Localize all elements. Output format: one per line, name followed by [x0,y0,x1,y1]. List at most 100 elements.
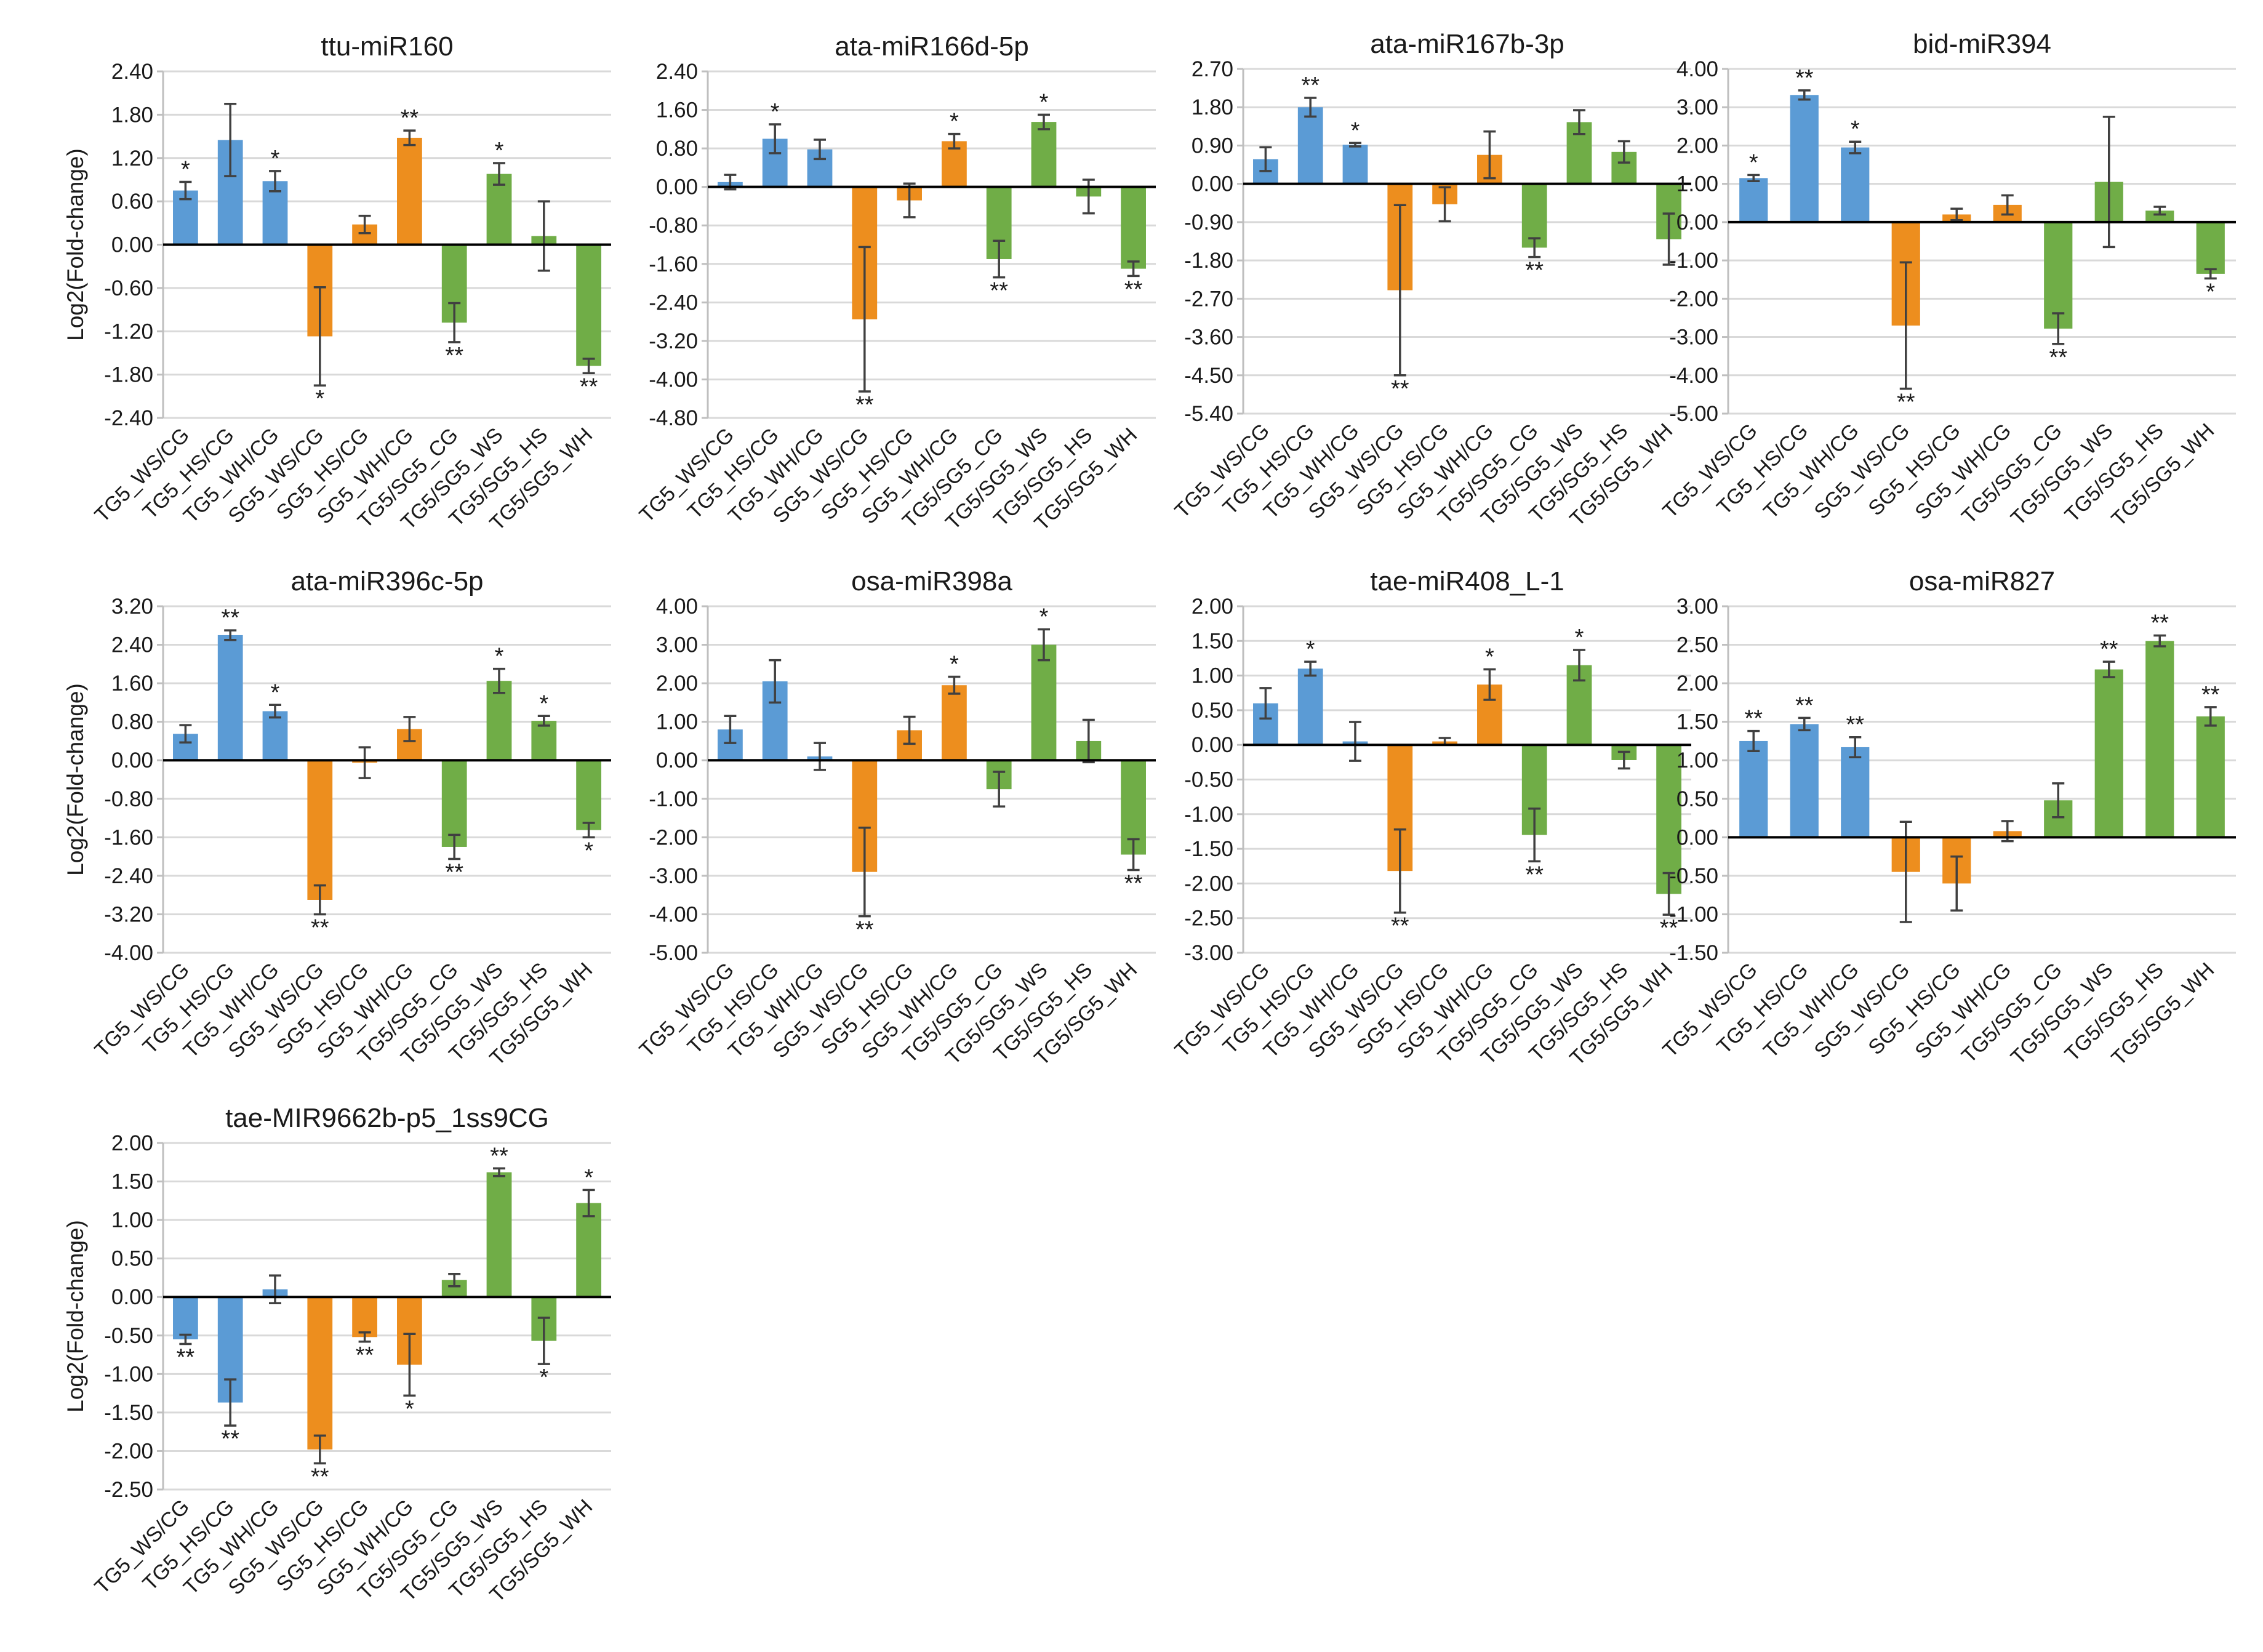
y-tick-label: -1.00 [1669,902,1718,926]
y-tick-label: -0.50 [1184,768,1233,792]
significance-marker: * [271,680,280,705]
y-tick-label: 0.60 [111,190,153,214]
bar-3 [307,760,333,900]
y-tick-label: -4.00 [649,367,698,391]
y-tick-label: -4.00 [104,941,153,965]
y-tick-label: 1.20 [111,146,153,170]
y-tick-label: -0.80 [104,787,153,811]
bar-8 [531,721,557,761]
significance-marker: * [950,651,959,677]
y-tick-label: 0.00 [1676,211,1718,235]
y-tick-label: 1.60 [111,672,153,696]
y-tick-label: -0.60 [104,276,153,300]
chart-panel-6: 2.00 1.50 1.00 0.50 0.00 -0.50 -1.00 -1.50 -2.00… [1171,566,1691,1070]
y-tick-label: -3.20 [104,902,153,926]
y-tick-label: 2.40 [111,633,153,657]
y-tick-label: -2.50 [1184,907,1233,931]
significance-marker: * [584,1165,593,1190]
bar-1 [1790,95,1819,222]
chart-title: tae-miR408_L-1 [1370,566,1564,596]
significance-marker: ** [2201,682,2220,708]
bar-2 [262,711,288,761]
significance-marker: ** [1846,712,1864,738]
y-tick-label: 0.00 [111,748,153,772]
y-tick-label: 2.00 [1676,672,1718,696]
bar-6 [441,760,467,847]
significance-marker: * [1485,644,1494,670]
bar-4 [352,1297,377,1337]
significance-marker: ** [1391,913,1409,939]
y-tick-label: 3.00 [1676,95,1718,119]
y-tick-label: -1.00 [1184,803,1233,827]
bar-0 [173,1297,198,1340]
y-tick-label: 2.00 [1192,595,1233,619]
significance-marker: ** [1391,376,1409,402]
y-tick-label: -0.80 [649,214,698,238]
significance-marker: * [495,644,504,670]
y-tick-label: -5.00 [649,941,698,965]
bar-9 [576,1203,601,1297]
significance-marker: ** [1897,390,1915,415]
significance-marker: ** [221,1426,239,1452]
significance-marker: ** [2049,345,2067,371]
bar-2 [1841,147,1870,222]
y-tick-label: -3.00 [1184,941,1233,965]
bar-8 [2145,211,2174,222]
significance-marker: ** [2100,636,2118,662]
y-tick-label: -3.20 [649,329,698,353]
y-tick-label: -5.40 [1184,402,1233,426]
chart-panel-4: 3.20 2.40 1.60 0.80 0.00 -0.80 -1.60 -2.40 -3.20… [63,566,611,1070]
chart-panel-0: 2.40 1.80 1.20 0.60 0.00 -0.60 -1.20 -1.80 -2.40… [63,31,611,535]
significance-marker: ** [580,374,598,399]
significance-marker: ** [1744,706,1763,732]
y-tick-label: -2.00 [1669,287,1718,311]
y-tick-label: 1.00 [1192,664,1233,688]
significance-marker: * [539,691,548,716]
y-tick-label: -2.40 [649,291,698,315]
significance-marker: ** [990,278,1008,304]
bar-9 [2196,716,2225,838]
y-tick-label: 0.50 [111,1247,153,1271]
significance-marker: * [1039,89,1049,115]
bar-3 [307,1297,333,1450]
y-tick-label: -4.50 [1184,364,1233,388]
significance-marker: ** [221,605,239,631]
significance-marker: * [950,109,959,135]
significance-marker: * [1851,116,1860,142]
y-tick-label: 2.00 [111,1131,153,1155]
y-tick-label: -2.50 [104,1478,153,1502]
y-tick-label: -1.00 [1669,249,1718,273]
y-tick-label: 3.20 [111,595,153,619]
y-tick-label: 4.00 [656,595,698,619]
y-tick-label: -1.50 [1184,837,1233,861]
y-tick-label: 2.00 [1676,134,1718,158]
y-axis-label: Log2(Fold-change) [63,1220,88,1413]
y-tick-label: 0.00 [111,1285,153,1309]
y-tick-label: -2.00 [1184,872,1233,896]
y-tick-label: -4.00 [649,902,698,926]
bar-2 [1841,747,1870,838]
y-tick-label: 1.00 [1676,748,1718,772]
y-tick-label: -3.00 [649,864,698,888]
y-tick-label: 2.50 [1676,633,1718,657]
y-tick-label: -3.00 [1669,326,1718,350]
chart-panel-3: 4.00 3.00 2.00 1.00 0.00 -1.00 -2.00 -3.00 -4.00… [1658,29,2236,531]
significance-marker: * [2206,279,2215,305]
y-tick-label: 1.00 [656,710,698,734]
y-tick-label: -0.50 [1669,864,1718,888]
chart-title: osa-miR398a [851,566,1012,596]
y-tick-label: -1.00 [104,1362,153,1386]
bar-0 [1739,740,1768,838]
significance-marker: * [181,156,190,182]
significance-marker: ** [855,917,874,943]
y-tick-label: 2.00 [656,672,698,696]
bar-1 [1297,668,1323,745]
significance-marker: ** [356,1342,374,1368]
y-tick-label: 0.00 [111,233,153,257]
bar-5 [397,137,422,245]
chart-panel-8: 2.00 1.50 1.00 0.50 0.00 -0.50 -1.00 -1.50 -2.00… [63,1103,611,1607]
bar-9 [576,760,601,830]
y-tick-label: -1.60 [649,252,698,276]
y-tick-label: 1.00 [111,1208,153,1232]
